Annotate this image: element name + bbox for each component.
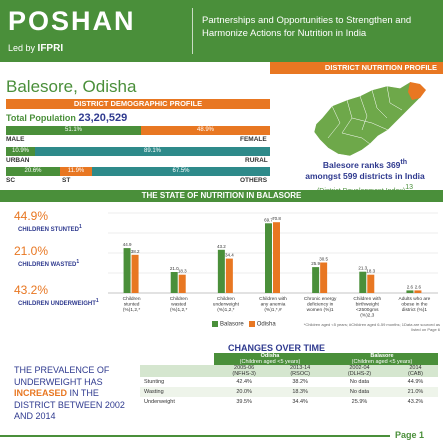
category-label-0: Children stunted (%)1,2,* (123, 296, 141, 313)
legend-swatch-odisha (248, 321, 255, 327)
led-by: Led by IFPRI (8, 43, 64, 54)
odisha-header: Odisha (Children aged <5 years) (214, 353, 326, 365)
bar-balasore-3 (265, 223, 272, 293)
value-label-balasore-4: 25.9 (311, 261, 320, 266)
value-label-odisha-6: 2.6 (415, 284, 422, 289)
kpi-stunted-value: 44.9% (14, 209, 49, 223)
sc-label: SC (6, 177, 16, 184)
category-label-3: Children with any anemia (%)1,*,# (259, 296, 287, 313)
category-label-6: Adults who are obese in the district (%)1 (399, 296, 431, 313)
ifpri-logo: IFPRI (37, 43, 64, 54)
category-label-1: Children wasted (%)1,2,* (170, 296, 188, 313)
kpi-underweight-value: 43.2% (14, 283, 49, 297)
legend-label-balasore: Balasore (220, 321, 244, 328)
bar-odisha-3 (273, 222, 280, 293)
page-footer-line (0, 435, 390, 437)
bar-odisha-2 (225, 258, 233, 293)
bar-odisha-0 (131, 254, 139, 293)
st-bar: 11.9% (60, 167, 92, 176)
bar-odisha-4 (320, 262, 328, 293)
legend-label-odisha: Odisha (256, 321, 276, 328)
year-header: 2014 (CAB) (407, 365, 423, 377)
others-label: OTHERS (240, 177, 268, 184)
value-label-balasore-3: 69.7 (264, 217, 273, 222)
bar-odisha-1 (178, 274, 186, 293)
table-row: Underweight 39.5% 34.4% 25.9% 43.2% (144, 399, 424, 405)
value-label-odisha-0: 38.2 (131, 249, 140, 254)
district-borders (327, 85, 403, 145)
st-label: ST (62, 177, 71, 184)
legend-swatch-balasore (212, 321, 218, 327)
value-label-odisha-1: 18.3 (178, 269, 187, 274)
year-header: 2005-06 (NFHS-3) (232, 365, 256, 377)
value-label-balasore-0: 44.9 (123, 242, 132, 247)
category-label-2: Children underweight (%)1,2,* (213, 296, 240, 313)
bar-odisha-6 (414, 290, 422, 293)
table-row: Wasting 20.0% 18.3% No data 21.0% (140, 387, 438, 397)
category-label-5: Children with birthweight <2500gms (%)2,3 (353, 296, 381, 319)
kpi-underweight-label: CHILDREN UNDERWEIGHT1 (18, 298, 99, 307)
bar-balasore-0 (123, 248, 131, 293)
header-banner (0, 0, 443, 62)
bar-balasore-4 (312, 267, 320, 293)
year-header: 2002-04 (DLHS-2) (347, 365, 372, 377)
demographic-profile-bar: DISTRICT DEMOGRAPHIC PROFILE (6, 99, 270, 109)
tagline: Partnerships and Opportunities to Streng… (202, 15, 412, 39)
urban-bar: 10.9% (6, 147, 35, 156)
value-label-balasore-5: 21.3 (358, 266, 367, 271)
value-label-odisha-5: 18.3 (366, 269, 375, 274)
district-title: Balesore, Odisha (6, 77, 137, 96)
changes-table: Odisha (Children aged <5 years) Balasore(… (140, 353, 438, 407)
male-bar: 51.1% (6, 126, 141, 135)
value-label-odisha-3: 70.8 (272, 216, 281, 221)
kpi-stunted-label: CHILDREN STUNTED1 (18, 224, 82, 233)
chart-bars (123, 222, 422, 293)
category-label-4: Chronic energy deficiency in women (%)1 (304, 296, 337, 313)
table-row: Stunting 42.4% 38.2% No data 44.9% (144, 379, 424, 385)
urban-label: URBAN (6, 157, 30, 164)
bar-balasore-5 (359, 271, 367, 293)
chart-footnote: *Children aged <5 years; #Children aged … (303, 322, 440, 332)
value-label-odisha-4: 30.5 (319, 257, 328, 262)
bar-odisha-5 (367, 274, 375, 293)
total-population: Total Population 23,20,529 (6, 112, 128, 124)
value-label-odisha-2: 34.4 (225, 253, 234, 258)
kpi-wasted-label: CHILDREN WASTED1 (18, 259, 80, 268)
rural-bar: 89.1% (35, 147, 270, 156)
female-bar: 48.9% (141, 126, 270, 135)
balasore-header: Balasore (Children aged <5 years) (325, 353, 438, 365)
page-number: Page 1 (395, 430, 425, 440)
bar-balasore-6 (406, 290, 414, 293)
changes-over-time-title: CHANGES OVER TIME (228, 343, 326, 353)
balesore-district (408, 82, 426, 100)
female-label: FEMALE (240, 136, 267, 143)
bar-balasore-2 (217, 249, 225, 293)
others-bar: 67.5% (92, 167, 270, 176)
value-label-balasore-2: 43.2 (217, 244, 226, 249)
odisha-map (313, 81, 427, 157)
year-header: 2013-14 (RSOC) (290, 365, 311, 377)
header-divider (192, 8, 193, 54)
poshan-logo: POSHAN (8, 6, 136, 36)
value-label-balasore-6: 2.6 (407, 284, 414, 289)
total-population-value: 23,20,529 (78, 112, 128, 124)
value-label-balasore-1: 21.0 (170, 266, 179, 271)
district-profile-bar: DISTRICT NUTRITION PROFILE (270, 62, 443, 74)
sc-bar: 20.6% (6, 167, 60, 176)
kpi-wasted-value: 21.0% (14, 244, 49, 258)
male-label: MALE (6, 136, 25, 143)
state-of-nutrition-bar: THE STATE OF NUTRITION IN BALASORE (0, 190, 443, 202)
prevalence-statement: THE PREVALENCE OF UNDERWEIGHT HAS INCREA… (14, 365, 125, 421)
chart-legend: Balasore Odisha (212, 321, 276, 328)
bar-balasore-1 (170, 272, 178, 293)
rural-label: RURAL (245, 157, 268, 164)
